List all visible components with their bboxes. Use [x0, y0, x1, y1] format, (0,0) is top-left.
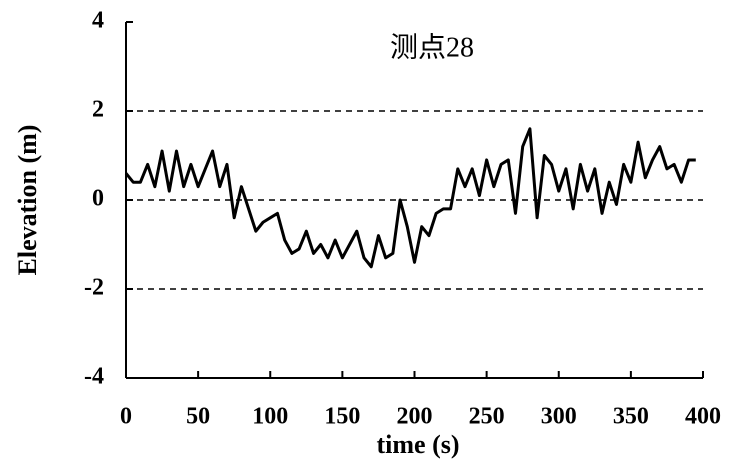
y-tick-label: 2 — [92, 97, 104, 123]
data-line — [124, 127, 696, 269]
y-tick-label: 0 — [92, 186, 104, 212]
x-tick-label: 250 — [469, 404, 505, 430]
x-tick-label: 350 — [613, 404, 649, 430]
x-tick-label: 50 — [186, 404, 210, 430]
x-tick-label: 100 — [252, 404, 288, 430]
x-tick-label: 400 — [685, 404, 721, 430]
chart-title: 测点28 — [390, 32, 474, 63]
x-tick-label: 300 — [541, 404, 577, 430]
y-axis-label: Elevation (m) — [13, 125, 42, 276]
y-tick-label: -2 — [84, 275, 104, 301]
y-tick-label: -4 — [84, 364, 104, 390]
x-tick-label: 150 — [324, 404, 360, 430]
x-axis-label: time (s) — [376, 430, 459, 459]
x-tick-label: 0 — [120, 404, 132, 430]
y-tick-label: 4 — [92, 8, 104, 34]
x-tick-label: 200 — [397, 404, 433, 430]
